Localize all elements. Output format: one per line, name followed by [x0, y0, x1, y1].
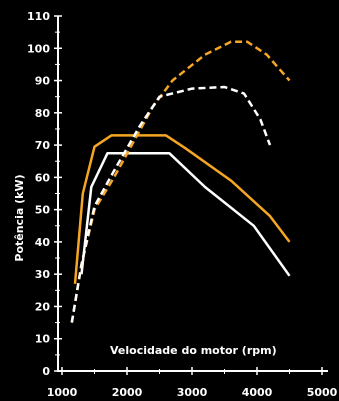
white-solid-line — [80, 151, 291, 277]
y-tick-label: 30 — [35, 268, 51, 281]
x-tick-label: 3000 — [177, 386, 208, 399]
y-tick-label: 0 — [42, 365, 50, 378]
x-axis-label: Velocidade do motor (rpm) — [110, 344, 277, 357]
y-tick-label: 20 — [35, 300, 51, 313]
x-tick-label: 2000 — [112, 386, 143, 399]
y-tick-label: 100 — [27, 42, 50, 55]
orange-dashed-line — [70, 40, 291, 323]
x-tick-label: 4000 — [242, 386, 273, 399]
y-tick-label: 60 — [35, 171, 51, 184]
y-tick-label: 90 — [35, 75, 51, 88]
y-tick-label: 80 — [35, 107, 51, 120]
series-layer — [70, 40, 291, 323]
y-axis-label: Potência (kW) — [13, 174, 26, 261]
x-tick-label: 5000 — [307, 386, 338, 399]
y-tick-label: 10 — [35, 333, 51, 346]
white-dashed-line — [70, 85, 272, 323]
y-tick-label: 70 — [35, 139, 51, 152]
axes: 0 10 20 30 40 50 60 70 80 90 100 110 1000 2000 3000 400… — [27, 10, 338, 399]
y-tick-label: 50 — [35, 204, 51, 217]
y-tick-label: 110 — [27, 10, 50, 23]
x-tick-label: 1000 — [47, 386, 78, 399]
orange-solid-line — [73, 134, 291, 285]
y-tick-label: 40 — [35, 236, 51, 249]
